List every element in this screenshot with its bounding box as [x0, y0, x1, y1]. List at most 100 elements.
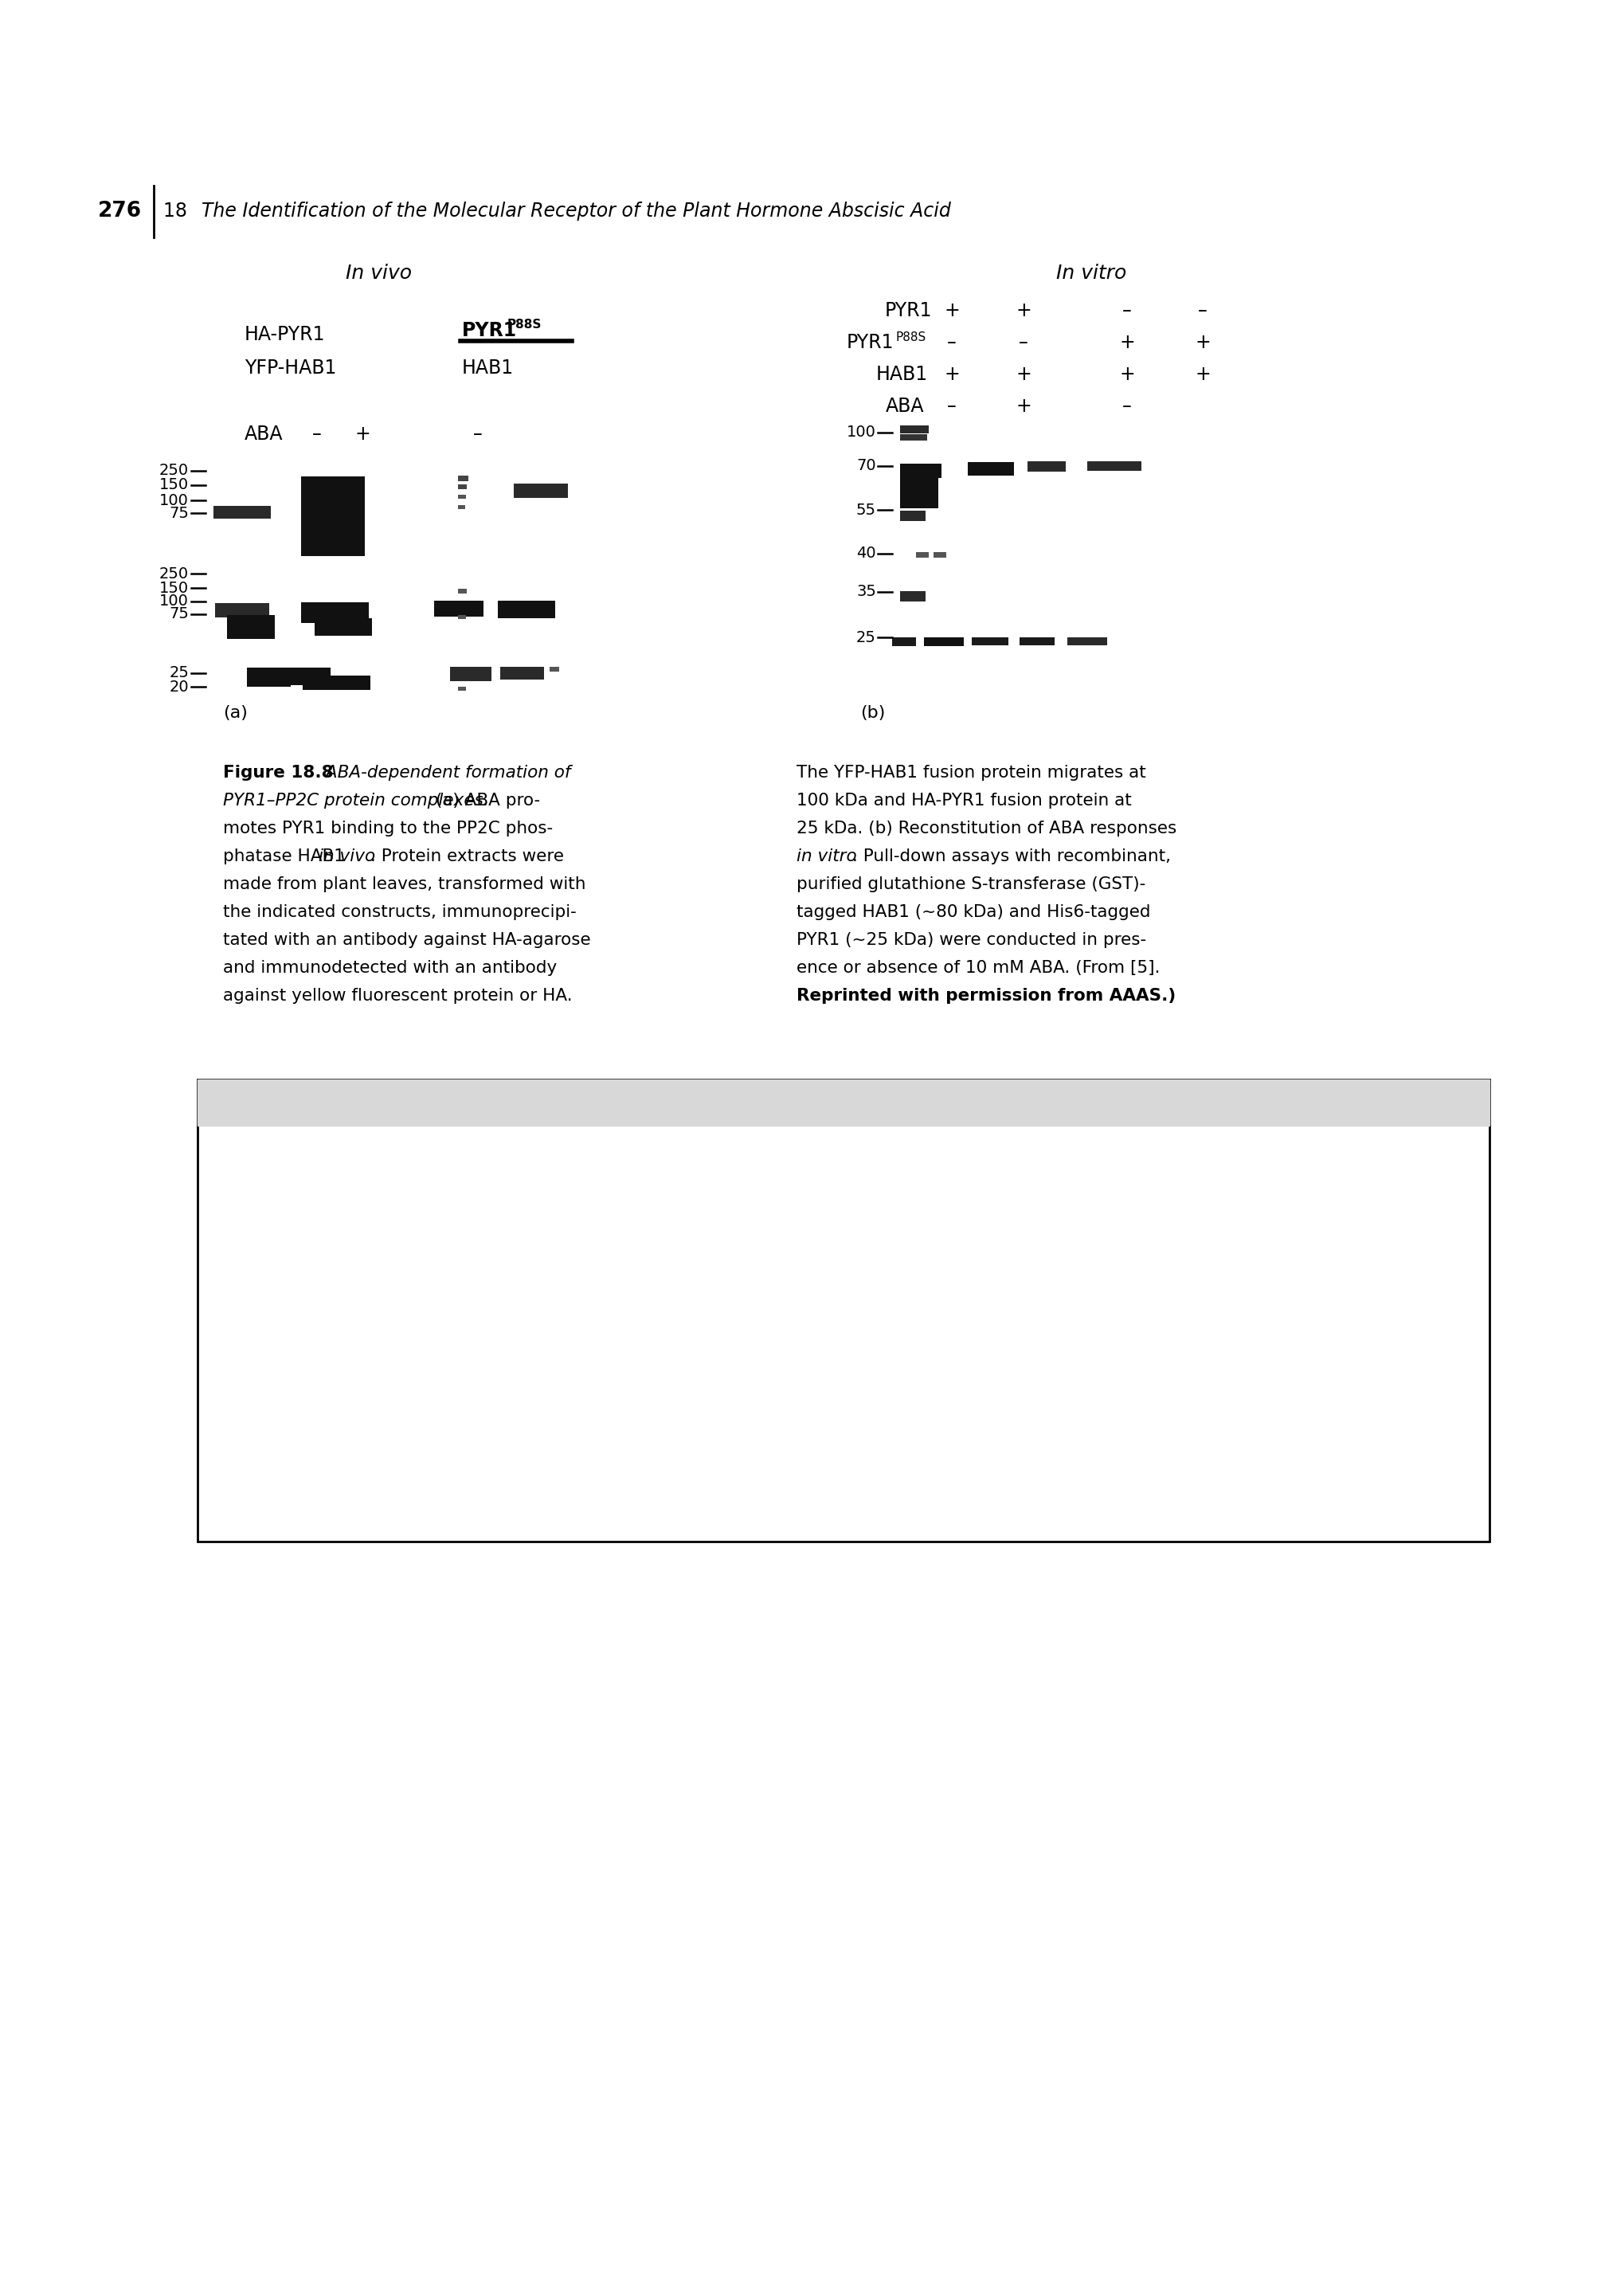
Text: ence or absence of 10 mM ABA. (From [5].: ence or absence of 10 mM ABA. (From [5]. [797, 960, 1161, 976]
Bar [933, 551, 946, 558]
Text: PYR1: PYR1 [884, 301, 932, 319]
Text: to which an antibody-binding protein is immobilized (such as protein A or G).: to which an antibody-binding protein is … [210, 1396, 871, 1412]
Bar [900, 478, 938, 507]
Text: Any proteins that are not bound to the beads via the antibody are then washed: Any proteins that are not bound to the b… [210, 1419, 893, 1435]
Bar [900, 425, 929, 434]
Text: PYR1–PP2C protein complexes.: PYR1–PP2C protein complexes. [223, 792, 488, 808]
Text: –: – [1122, 301, 1132, 319]
Text: Co-immunoprecipitation (Co-IP) is a widely used technique to elucidate physio-: Co-immunoprecipitation (Co-IP) is a wide… [210, 1148, 889, 1164]
Bar [500, 666, 544, 680]
Bar [303, 675, 370, 689]
Text: ABA-dependent formation of: ABA-dependent formation of [320, 765, 570, 781]
Text: 25: 25 [170, 666, 189, 680]
Bar [315, 618, 371, 636]
Bar [450, 666, 492, 682]
Bar [247, 668, 291, 687]
Text: in vivo: in vivo [319, 850, 375, 863]
Text: 35: 35 [857, 585, 876, 599]
Text: 25 kDa. (b) Reconstitution of ABA responses: 25 kDa. (b) Reconstitution of ABA respon… [797, 820, 1177, 836]
Text: HAB1: HAB1 [876, 365, 929, 383]
Text: ABA: ABA [885, 397, 924, 416]
Bar [458, 687, 466, 691]
Text: 250: 250 [158, 464, 189, 478]
Text: YFP-HAB1: YFP-HAB1 [245, 358, 336, 377]
Bar [967, 461, 1013, 475]
Text: phatase HAB1: phatase HAB1 [223, 850, 351, 863]
Text: ABA: ABA [245, 425, 283, 443]
Bar [458, 484, 467, 489]
Text: 75: 75 [170, 606, 189, 622]
Bar [1020, 638, 1055, 645]
Text: –: – [474, 425, 482, 443]
Text: +: + [1015, 365, 1031, 383]
Text: polyacrylamide gel electrophoresis), often followed by Western blot detection to: polyacrylamide gel electrophoresis), oft… [210, 1495, 898, 1511]
Text: +: + [1015, 301, 1031, 319]
Text: PYR1: PYR1 [847, 333, 893, 351]
Text: Figure 18.8: Figure 18.8 [223, 765, 333, 781]
Text: HA-PYR1: HA-PYR1 [245, 326, 325, 344]
Text: HAB1: HAB1 [463, 358, 514, 377]
Text: +: + [1119, 333, 1135, 351]
Text: In vivo: In vivo [346, 264, 411, 282]
Text: –: – [1198, 301, 1207, 319]
Bar [434, 602, 484, 618]
Bar [1087, 461, 1142, 471]
Text: complex is then captured (or precipitated) on a solid support, such as a bead,: complex is then captured (or precipitate… [210, 1371, 879, 1387]
Bar [458, 475, 469, 482]
Bar [227, 615, 275, 638]
Text: 55: 55 [857, 503, 876, 517]
Text: (a) ABA pro-: (a) ABA pro- [431, 792, 540, 808]
Text: Reprinted with permission from AAAS.): Reprinted with permission from AAAS.) [797, 987, 1175, 1003]
Text: 20: 20 [170, 680, 189, 693]
Text: +: + [1015, 397, 1031, 416]
Text: tated with an antibody against HA-agarose: tated with an antibody against HA-agaros… [223, 932, 591, 948]
Text: away. Finally, the antigen (target protein) is eluted from the solid support and: away. Finally, the antigen (target prote… [210, 1444, 877, 1460]
Text: 250: 250 [158, 567, 189, 581]
Bar [213, 505, 271, 519]
Text: purified glutathione S-transferase (GST)-: purified glutathione S-transferase (GST)… [797, 877, 1146, 893]
Bar [900, 434, 927, 441]
Text: 70: 70 [857, 459, 876, 473]
Bar [1068, 638, 1108, 645]
Text: 100: 100 [160, 595, 189, 608]
Text: +: + [945, 301, 959, 319]
Text: 75: 75 [170, 505, 189, 521]
Bar [458, 494, 466, 498]
Text: 150: 150 [158, 581, 189, 595]
Text: Box 18.4  Co-immunoprecipitation: Box 18.4 Co-immunoprecipitation [210, 1086, 573, 1104]
Bar [514, 484, 568, 498]
Text: –: – [1122, 397, 1132, 416]
Bar [301, 475, 365, 556]
Text: 276: 276 [98, 200, 142, 220]
Text: +: + [1194, 365, 1210, 383]
Text: 150: 150 [158, 478, 189, 494]
Text: against yellow fluorescent protein or HA.: against yellow fluorescent protein or HA… [223, 987, 573, 1003]
Bar [291, 668, 330, 684]
Text: +: + [354, 425, 370, 443]
Bar [900, 510, 925, 521]
Bar [900, 590, 925, 602]
Text: P88S: P88S [508, 319, 541, 331]
Text: –: – [1018, 333, 1028, 351]
Bar [458, 588, 467, 595]
Text: target protein is used to form a selective immune complex with that target prote: target protein is used to form a selecti… [210, 1320, 921, 1336]
Bar [892, 638, 916, 645]
Text: The YFP-HAB1 fusion protein migrates at: The YFP-HAB1 fusion protein migrates at [797, 765, 1146, 781]
Text: P88S: P88S [895, 333, 925, 344]
Bar [916, 551, 929, 558]
Text: +: + [1119, 365, 1135, 383]
Text: 100: 100 [160, 494, 189, 507]
Text: tagged HAB1 (~80 kDa) and His6-tagged: tagged HAB1 (~80 kDa) and His6-tagged [797, 905, 1151, 921]
Text: new protein-binding partners, binding affinities, the kinetics of binding, and t: new protein-binding partners, binding af… [210, 1247, 893, 1263]
Text: 100 kDa and HA-PYR1 fusion protein at: 100 kDa and HA-PYR1 fusion protein at [797, 792, 1132, 808]
Text: (b): (b) [860, 705, 885, 721]
Text: –: – [948, 397, 956, 416]
Text: In vitro: In vitro [1057, 264, 1127, 282]
Text: logically important protein–protein interactions of a target protein by using a: logically important protein–protein inte… [210, 1173, 871, 1189]
Text: . Pull-down assays with recombinant,: . Pull-down assays with recombinant, [853, 850, 1172, 863]
Text: –: – [312, 425, 322, 443]
Bar [458, 505, 466, 510]
Text: the indicated constructs, immunoprecipi-: the indicated constructs, immunoprecipi- [223, 905, 576, 921]
Text: made from plant leaves, transformed with: made from plant leaves, transformed with [223, 877, 586, 893]
Text: analyzed by, for example, gel electrophoresis (SDS-PAGE, sodium dodecyl sulfate: analyzed by, for example, gel electropho… [210, 1469, 909, 1486]
